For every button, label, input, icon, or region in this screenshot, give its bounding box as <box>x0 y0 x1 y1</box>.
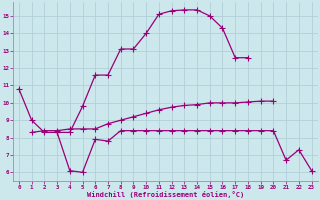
X-axis label: Windchill (Refroidissement éolien,°C): Windchill (Refroidissement éolien,°C) <box>87 191 244 198</box>
